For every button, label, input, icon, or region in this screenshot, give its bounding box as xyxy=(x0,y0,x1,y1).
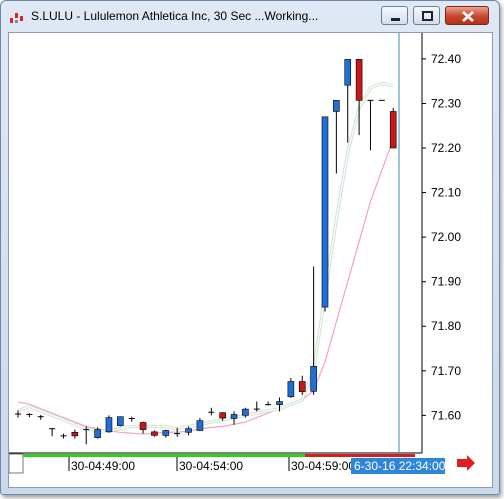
price-tick-label: 72.40 xyxy=(431,52,461,66)
candle-down xyxy=(389,111,397,149)
candle-down xyxy=(139,422,147,430)
candle-up xyxy=(310,366,317,392)
candle-down xyxy=(71,431,79,437)
scroll-right-arrow-icon[interactable] xyxy=(457,455,475,471)
cursor-time-label-bg xyxy=(351,458,445,474)
candle-up xyxy=(94,429,101,438)
maximize-icon xyxy=(422,11,433,21)
candle-up xyxy=(185,428,192,433)
candle-up xyxy=(242,408,249,416)
time-tick-label: 30-04:49:00 xyxy=(71,459,135,473)
candle-down xyxy=(151,431,158,436)
candle-up xyxy=(117,416,124,426)
session-bar-green xyxy=(23,454,305,457)
price-tick-label: 71.60 xyxy=(431,408,461,422)
candle-up xyxy=(287,381,295,397)
price-tick-label: 72.30 xyxy=(431,96,461,110)
candle-up xyxy=(344,59,352,86)
chart-app-icon xyxy=(10,13,23,23)
candle-down xyxy=(219,412,226,419)
candle-up xyxy=(321,116,329,308)
candle-up xyxy=(333,100,340,112)
chart-client-area: 72.40 72.30 72.20 72.10 72.00 71.90 71.80 71.70… xyxy=(8,32,493,488)
price-tick-label: 71.70 xyxy=(431,364,461,378)
candle-up xyxy=(230,414,238,419)
price-tick-label: 72.20 xyxy=(431,141,461,155)
cursor-time-label: 6-30-16 22:34:00 xyxy=(354,459,446,473)
candle-up xyxy=(162,430,170,436)
candle-up xyxy=(105,417,113,433)
candle-down xyxy=(355,59,363,101)
price-tick-label: 72.00 xyxy=(431,230,461,244)
candle-up xyxy=(196,420,204,431)
slow-moving-average-line xyxy=(17,138,394,435)
session-bar-red xyxy=(305,454,415,457)
price-tick-label: 72.10 xyxy=(431,186,461,200)
candle-up xyxy=(276,401,283,405)
maximize-button[interactable] xyxy=(413,6,440,25)
window-title: S.LULU - Lululemon Athletica Inc, 30 Sec… xyxy=(31,9,319,23)
title-bar[interactable]: S.LULU - Lululemon Athletica Inc, 30 Sec… xyxy=(1,1,499,31)
minimize-icon xyxy=(391,18,400,21)
close-button[interactable] xyxy=(445,6,489,25)
time-tick-label: 30-04:54:00 xyxy=(179,459,243,473)
time-scroll-box[interactable] xyxy=(9,453,24,474)
fast-moving-average-band xyxy=(17,81,394,433)
price-tick-label: 71.80 xyxy=(431,319,461,333)
candle-down xyxy=(298,381,306,393)
price-tick-label: 71.90 xyxy=(431,275,461,289)
fast-moving-average-line xyxy=(17,82,394,432)
candlestick-chart[interactable]: 72.40 72.30 72.20 72.10 72.00 71.90 71.80 71.70… xyxy=(9,33,492,487)
time-tick-label: 30-04:59:00 xyxy=(291,459,355,473)
minimize-button[interactable] xyxy=(381,6,408,25)
close-icon xyxy=(462,11,474,22)
